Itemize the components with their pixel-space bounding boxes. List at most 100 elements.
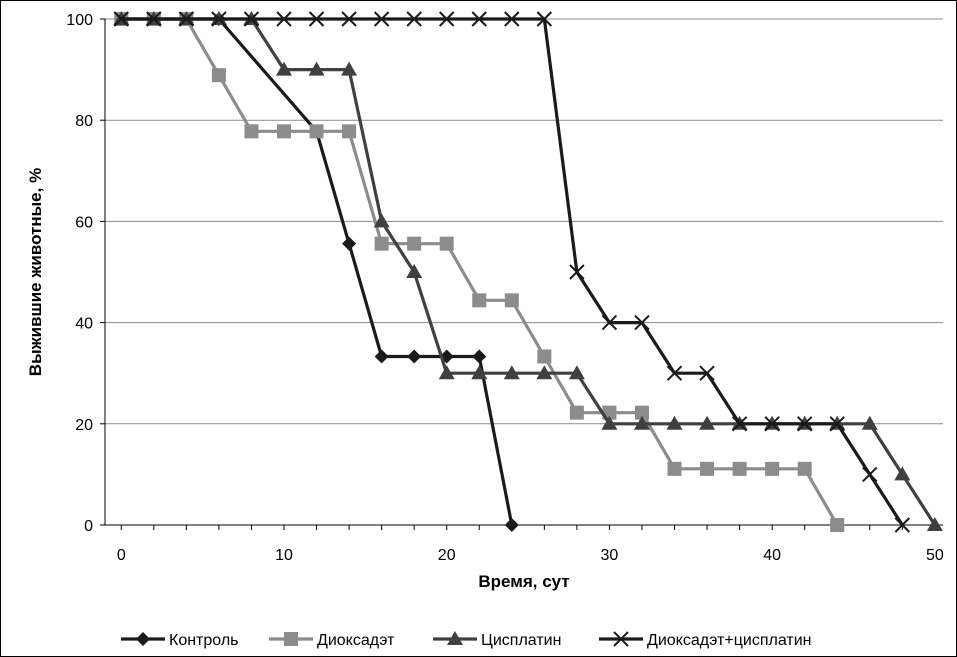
data-point [797, 461, 812, 476]
legend-item: Диоксадэт [269, 632, 395, 649]
data-point [504, 293, 519, 308]
data-point [439, 11, 455, 27]
data-point [342, 124, 357, 139]
legend-item: Цисплатин [433, 631, 561, 649]
data-point [438, 365, 455, 380]
data-point [634, 405, 649, 420]
data-point [472, 293, 487, 308]
data-point [666, 415, 683, 430]
data-point [633, 415, 650, 430]
data-point [407, 349, 422, 364]
data-point [341, 11, 357, 27]
series-4 [113, 11, 911, 533]
data-point [634, 314, 650, 331]
data-point [276, 124, 291, 139]
data-point [732, 461, 747, 476]
data-point [504, 11, 520, 27]
y-tick-label: 80 [75, 113, 93, 130]
axis-layer: 0 20 40 60 80 100 0 10 20 30 40 50 [66, 12, 944, 564]
y-tick-label: 20 [75, 417, 93, 434]
data-point [243, 11, 260, 27]
data-point [894, 466, 911, 481]
data-point [504, 518, 519, 532]
data-point [536, 11, 553, 27]
legend-label: Цисплатин [481, 632, 561, 649]
data-point [601, 415, 618, 430]
legend-marker [284, 632, 298, 646]
data-point [830, 518, 845, 532]
data-point [341, 61, 358, 76]
data-point [308, 61, 325, 76]
legend-item: Контроль [121, 632, 239, 649]
data-point [211, 11, 227, 27]
data-point [601, 314, 618, 331]
data-point [503, 365, 520, 380]
data-point [374, 349, 389, 364]
data-point [407, 236, 422, 251]
data-point [667, 461, 682, 476]
x-tick-label: 0 [117, 547, 126, 564]
data-point [666, 365, 683, 381]
x-tick-label: 50 [926, 547, 944, 564]
data-point [471, 11, 487, 27]
series-1 [114, 12, 519, 532]
data-point [764, 416, 780, 432]
legend-marker [613, 631, 629, 647]
x-tick-label: 40 [763, 547, 781, 564]
legend-label: Контроль [169, 632, 239, 649]
data-point [406, 264, 423, 278]
y-axis-label: Выжившие животные, % [26, 168, 45, 376]
data-point [244, 124, 259, 139]
series-line [121, 17, 514, 526]
data-point [926, 517, 943, 531]
data-point [829, 416, 845, 432]
data-point [537, 349, 552, 364]
legend-label: Диоксадэт+цисплатин [647, 632, 812, 649]
data-point [308, 11, 325, 27]
y-tick-label: 0 [84, 518, 93, 535]
series-layer [113, 11, 943, 533]
x-tick-label: 30 [601, 547, 619, 564]
data-point [276, 11, 292, 27]
series-line [121, 17, 839, 526]
data-point [211, 68, 226, 83]
data-point [536, 365, 553, 380]
data-point [861, 415, 878, 430]
legend-label: Диоксадэт [317, 632, 395, 649]
x-axis-label: Время, сут [478, 572, 569, 591]
data-point [699, 415, 716, 430]
series-line [121, 17, 904, 526]
data-point [309, 124, 324, 139]
grid-layer [105, 18, 943, 425]
data-point [765, 461, 780, 476]
y-tick-label: 60 [75, 214, 93, 231]
legend-item: Диоксадэт+цисплатин [599, 631, 812, 649]
data-point [472, 349, 487, 364]
legend: Контроль Диоксадэт Цисплатин Диоксадэт+цисп… [121, 631, 812, 649]
data-point [568, 365, 585, 380]
y-tick-label: 100 [66, 12, 93, 29]
x-tick-label: 20 [438, 547, 456, 564]
data-point [731, 416, 748, 432]
x-tick-label: 10 [275, 547, 293, 564]
y-tick-label: 40 [75, 316, 93, 333]
data-point [439, 236, 454, 251]
series-2 [114, 12, 845, 532]
data-point [699, 365, 715, 381]
data-point [342, 236, 357, 251]
data-point [796, 416, 813, 432]
data-point [700, 461, 715, 476]
series-3 [113, 11, 943, 531]
legend-marker [136, 632, 150, 646]
data-point [406, 11, 422, 27]
data-point [373, 213, 390, 228]
data-point [113, 11, 129, 27]
data-point [862, 466, 878, 483]
data-point [471, 365, 488, 380]
data-point [569, 264, 585, 280]
legend-marker [447, 631, 463, 645]
data-point [146, 11, 162, 27]
data-point [569, 405, 584, 420]
